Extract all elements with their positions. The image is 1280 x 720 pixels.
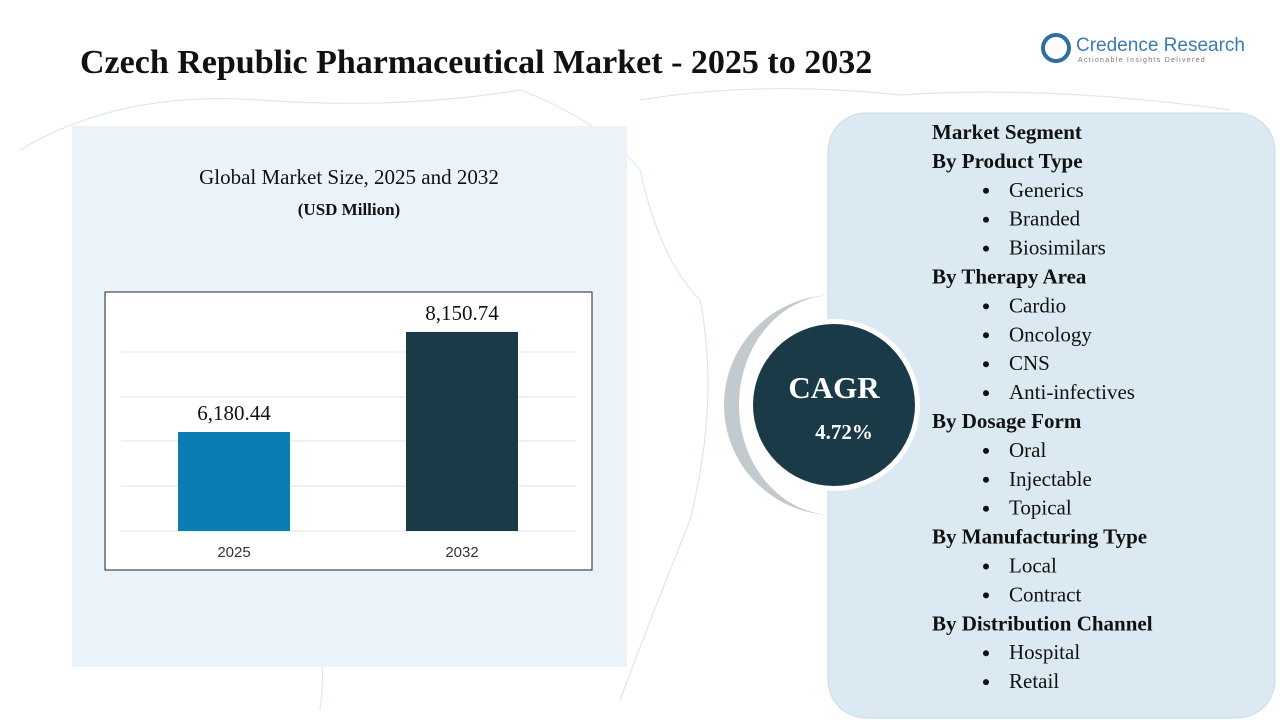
segment-group: By Manufacturing Type [932,525,1147,549]
value-label: 8,150.74 [425,301,499,325]
bullet [983,476,989,483]
bullet [983,361,989,368]
bullet [983,390,989,397]
logo-tagline: Actionable Insights Delivered [1078,57,1206,64]
segment-group: By Product Type [932,149,1083,173]
bullet [983,592,989,599]
bullet [983,187,989,194]
segment-item: Injectable [1009,467,1092,491]
segment-item: Hospital [1009,640,1080,664]
x-tick-label: 2025 [217,544,250,561]
value-label: 6,180.44 [197,401,271,425]
bullet [983,679,989,686]
logo-name: Credence Research [1076,35,1245,56]
bar [406,331,518,531]
segment-item: Topical [1009,496,1072,520]
segment-item: Biosimilars [1009,236,1106,260]
cagr-label: CAGR [788,370,880,405]
bullet [983,332,989,339]
bullet [983,563,989,570]
page-title: Czech Republic Pharmaceutical Market - 2… [80,44,872,81]
segment-item: CNS [1009,351,1050,375]
segment-group: By Distribution Channel [932,611,1153,635]
chart-subtitle: (USD Million) [298,200,400,219]
bullet [983,303,989,310]
chart-title: Global Market Size, 2025 and 2032 [199,165,499,189]
logo-icon [1041,33,1071,63]
segment-item: Generics [1009,178,1084,202]
logo: Credence Research Actionable Insights De… [1041,33,1245,64]
bullet [983,650,989,657]
segment-item: Cardio [1009,293,1066,317]
bar [178,431,290,531]
segment-item: Oncology [1009,322,1092,346]
segment-item: Branded [1009,207,1081,231]
bullet [983,216,989,223]
segment-group: By Dosage Form [932,409,1082,433]
x-tick-label: 2032 [445,544,478,561]
segment-item: Contract [1009,582,1081,606]
segment-item: Anti-infectives [1009,380,1135,404]
segment-group: By Therapy Area [932,265,1087,289]
segment-item: Oral [1009,438,1046,462]
segment-title: Market Segment [932,120,1082,144]
segment-item: Local [1009,554,1057,578]
cagr-value: 4.72% [815,420,873,444]
bullet [983,447,989,454]
segment-item: Retail [1009,669,1059,693]
cagr-circle [753,324,915,486]
bullet [983,505,989,512]
cagr-shadow [724,295,834,515]
bullet [983,245,989,252]
